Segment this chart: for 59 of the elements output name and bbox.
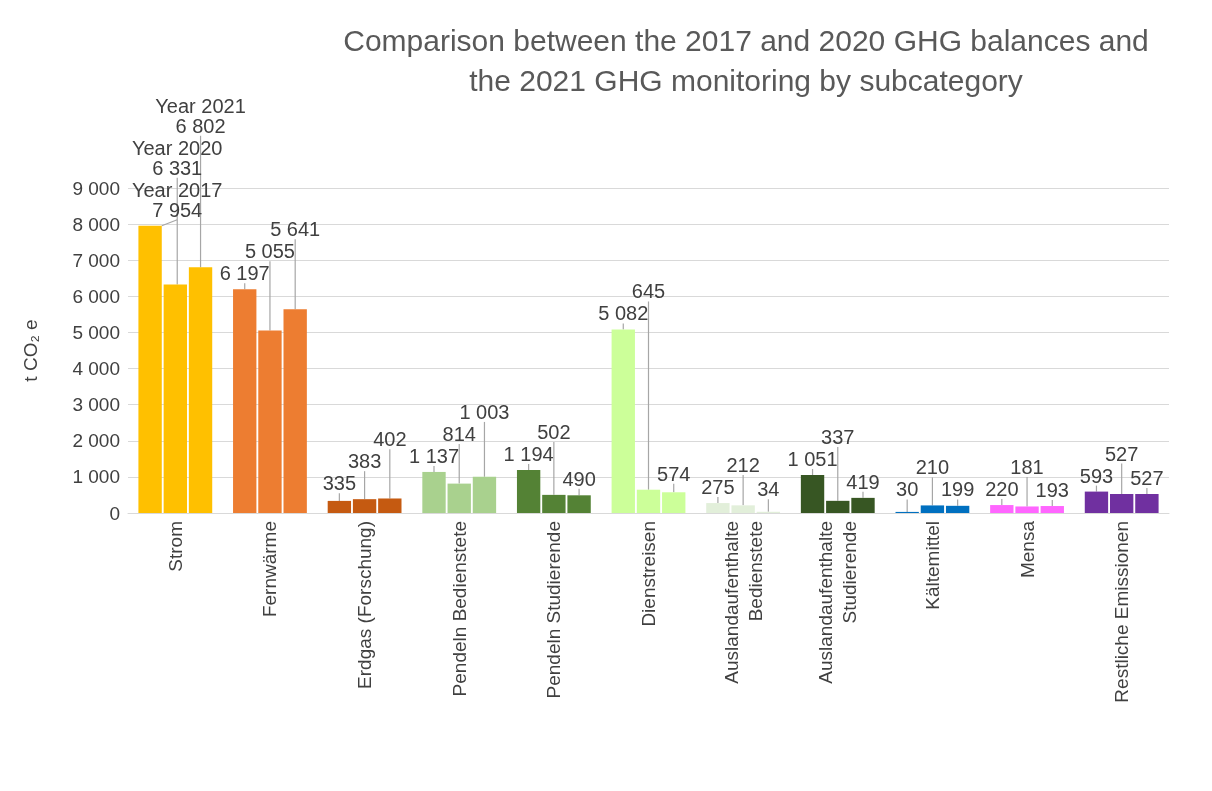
data-label: 199 (940, 478, 975, 501)
x-tick-label: Fernwärme (259, 521, 281, 618)
x-tick-label: Mensa (1016, 520, 1038, 579)
data-label: 574 (657, 462, 691, 485)
y-tick-label: 0 (109, 502, 120, 524)
data-label: 402 (373, 428, 407, 451)
y-tick-label: 5 000 (72, 321, 120, 343)
data-label: 212 (726, 454, 760, 477)
y-tick-label: 3 000 (72, 394, 120, 416)
data-label: 814 (442, 422, 476, 445)
text: Year 2020 (132, 136, 223, 159)
series-label: Year 2017 (132, 178, 223, 201)
data-label: 30 (896, 478, 919, 501)
data-label: 210 (915, 456, 950, 479)
data-label: 527 (1104, 442, 1139, 465)
data-label: 34 (757, 478, 780, 501)
y-tick-label: 7 000 (72, 249, 120, 271)
data-label: 181 (1010, 456, 1044, 479)
data-label: 7 954 (152, 198, 203, 221)
data-label: 1 137 (408, 444, 460, 467)
x-tick-label: Restliche Emissionen (1111, 521, 1133, 703)
data-label: 1 051 (787, 448, 838, 471)
x-tick-label: Strom (164, 521, 186, 572)
data-label: 490 (562, 467, 596, 490)
y-tick-label: 6 000 (72, 285, 120, 307)
data-label: 6 331 (152, 156, 203, 179)
y-tick-label: 4 000 (72, 358, 120, 380)
data-label: 527 (1130, 466, 1164, 489)
data-label: 275 (701, 476, 735, 499)
data-label: 502 (537, 420, 571, 443)
y-tick-label: 1 000 (72, 466, 120, 488)
y-tick-label: 8 000 (72, 213, 120, 235)
y-tick-label: 9 000 (72, 177, 120, 199)
x-tick-label: Kältemittel (921, 521, 943, 610)
x-tick-label: Auslandaufenthalte Bedienstete (720, 521, 766, 684)
x-tick-label: Pendeln Studierende (543, 521, 565, 699)
data-label: 5 055 (244, 240, 295, 263)
text: Year 2021 (155, 94, 246, 117)
data-label: 335 (322, 472, 357, 495)
x-tick-label: Dienstreisen (638, 521, 659, 627)
x-tick-label: Pendeln Bedienstete (448, 521, 470, 697)
x-tick-label: Erdgas (Forschung) (354, 521, 376, 689)
x-tick-label: Auslandaufenthalte Studierende (815, 521, 861, 684)
data-label: 419 (846, 470, 880, 493)
chart-title: Comparison between the 2017 and 2020 GHG balances and the 2021 GHG monitoring by subcategory (343, 23, 1149, 97)
data-label: 6 802 (175, 114, 226, 137)
data-label: 593 (1079, 464, 1114, 487)
data-label: 220 (985, 478, 1019, 501)
data-label: 5 641 (270, 218, 321, 241)
data-label: 1 194 (503, 442, 554, 465)
y-axis-title: t CO₂ e (20, 319, 41, 382)
data-label: 337 (821, 426, 855, 449)
data-label: 6 197 (219, 262, 270, 285)
data-label: 383 (347, 450, 382, 473)
data-label: 1 003 (459, 400, 510, 423)
data-label: 5 082 (598, 302, 649, 325)
y-tick-label: 2 000 (72, 430, 120, 452)
data-label: 193 (1035, 479, 1069, 502)
data-label: 645 (631, 280, 666, 303)
